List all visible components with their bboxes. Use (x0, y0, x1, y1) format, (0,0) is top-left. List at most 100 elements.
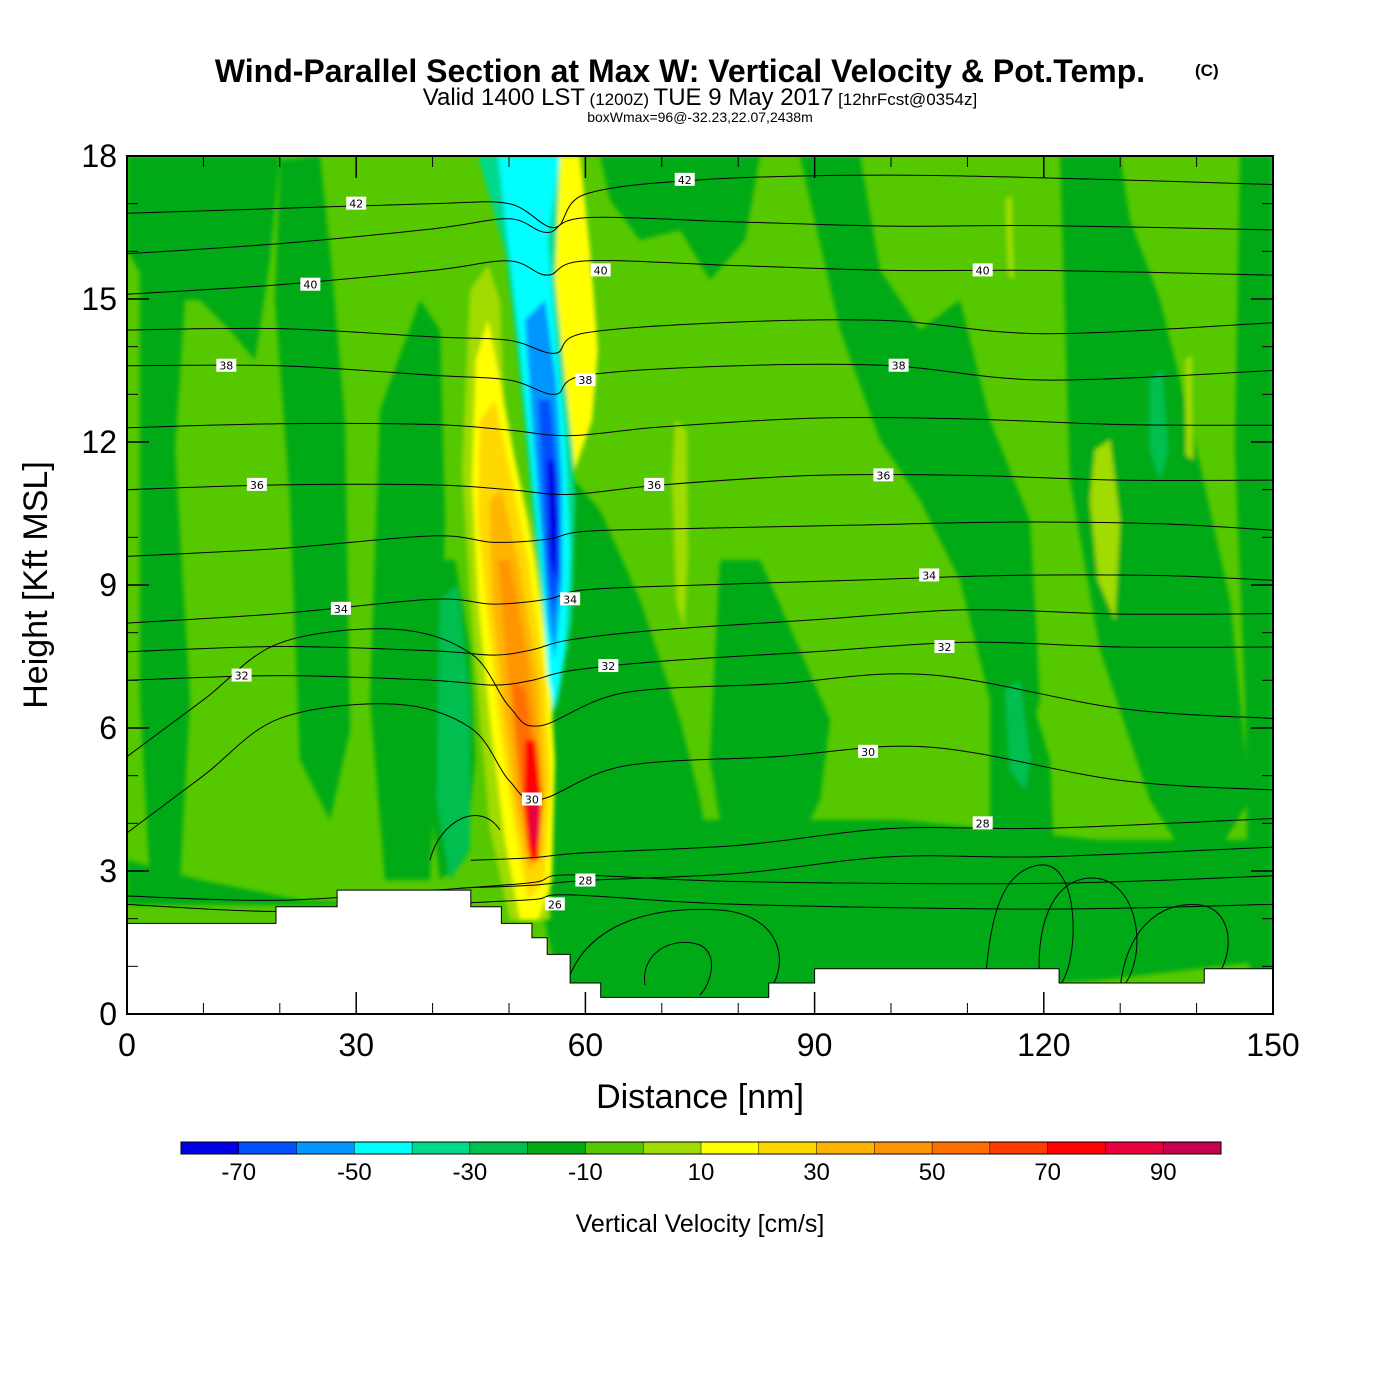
colorbar-swatch (932, 1142, 991, 1154)
field-region-left-col (140, 190, 190, 880)
contour-label-bg (972, 263, 993, 277)
colorbar-swatch (701, 1142, 760, 1154)
contour-label-text: 32 (235, 670, 249, 683)
colorbar-label: 90 (1150, 1159, 1177, 1186)
contour-label-text: 28 (976, 817, 990, 830)
colorbar-swatch (527, 1142, 586, 1154)
loop-contour-3 (429, 815, 501, 861)
contour-label-text: 32 (937, 641, 951, 654)
field-region-lowlevel (560, 820, 1273, 1000)
updraft-yellow (555, 156, 598, 470)
field-spot-lime4 (1185, 355, 1193, 460)
contour-label-34: 34 (919, 568, 940, 582)
downdraft-darkblue (547, 460, 558, 580)
plot-area: 42 42 40 40 40 38 38 38 36 36 36 34 34 34 32 32 32 30 30 28… (127, 156, 1273, 1014)
contour-label-28: 28 (972, 816, 993, 830)
colorbar-swatch (1047, 1142, 1106, 1154)
field-spot-green1 (437, 585, 470, 880)
field-streaks (127, 156, 1273, 1014)
contour-label-text: 34 (563, 593, 577, 606)
colorbar-swatch (296, 1142, 355, 1154)
chart-title: Wind-Parallel Section at Max W: Vertical… (215, 53, 1145, 89)
contour-label-bg (590, 263, 611, 277)
contour-label-bg (521, 792, 542, 806)
y-tick-label: 15 (81, 281, 117, 317)
contour-label-42: 42 (346, 196, 367, 211)
theta-contour-minor (127, 628, 1273, 758)
field-spot-lime3 (1005, 195, 1014, 280)
field-spot-lime1 (672, 420, 688, 630)
contour-label-36: 36 (873, 468, 894, 482)
colorbar-label: -30 (453, 1159, 488, 1186)
contour-label-text: 40 (303, 279, 317, 292)
contour-label-bg (972, 816, 993, 830)
loop-contour-6 (1119, 903, 1229, 991)
colorbar-swatch (181, 1142, 240, 1154)
contour-label-text: 40 (976, 264, 990, 277)
colorbar-swatch (874, 1142, 933, 1154)
contour-label-38: 38 (575, 373, 596, 387)
valid-date: TUE 9 May 2017 (654, 84, 834, 111)
theta-contour-minor (127, 874, 1273, 901)
y-tick-label: 3 (99, 853, 117, 889)
contour-label-text: 34 (922, 569, 936, 582)
theta-contour-minor (127, 319, 1273, 354)
contour-label-38: 38 (216, 358, 237, 373)
colorbar-swatch (238, 1142, 298, 1154)
colorbar-label: 50 (919, 1159, 946, 1186)
contour-label-text: 30 (525, 794, 539, 807)
y-tick-label: 0 (99, 996, 117, 1032)
field-region-top-mid (600, 156, 760, 280)
contour-label-bg (644, 477, 665, 491)
contour-label-text: 36 (876, 469, 890, 482)
theta-contour-40 (127, 260, 1273, 295)
contour-label-text: 26 (548, 898, 562, 911)
colorbar-label: 70 (1034, 1159, 1061, 1186)
colorbar-label: -50 (337, 1159, 372, 1186)
contour-label-text: 36 (647, 479, 661, 492)
theta-contour-minor (470, 818, 1273, 861)
contour-label-bg (544, 897, 565, 911)
forecast-info: [12hrFcst@0354z] (838, 90, 977, 109)
contour-label-34: 34 (330, 601, 351, 616)
contour-label-bg (598, 659, 619, 673)
colorbar-label: -70 (221, 1159, 256, 1186)
contour-label-34: 34 (560, 592, 581, 606)
contour-label-32: 32 (231, 668, 252, 683)
theta-contour-minor (127, 609, 1273, 656)
x-tick-label: 150 (1246, 1027, 1299, 1063)
contour-label-38: 38 (888, 358, 909, 373)
contour-label-42: 42 (674, 172, 695, 187)
loop-contour-1 (564, 908, 780, 991)
contour-label-28: 28 (575, 873, 596, 888)
contour-label-40: 40 (972, 263, 993, 277)
valid-time: Valid 1400 LST (423, 84, 586, 111)
contour-label-bg (575, 373, 596, 387)
contour-label-40: 40 (590, 263, 611, 277)
contour-label-text: 42 (678, 174, 692, 187)
contour-label-36: 36 (246, 477, 267, 492)
loop-contour-2 (644, 941, 713, 996)
contour-label-bg (919, 568, 940, 582)
chart-subtitle: Valid 1400 LST (1200Z) TUE 9 May 2017 [1… (423, 84, 977, 111)
contour-labels: 42 42 40 40 40 38 38 38 36 36 36 34 34 34 32 32 32 30 30 28… (216, 172, 993, 911)
theta-contour-42 (127, 174, 1273, 229)
contour-label-bg (934, 639, 955, 653)
colorbar-swatch (816, 1142, 875, 1154)
contour-label-text: 36 (250, 479, 264, 492)
contour-label-bg (246, 477, 267, 491)
contour-label-bg (575, 873, 596, 887)
colorbar-swatch (1105, 1142, 1164, 1154)
contour-label-30: 30 (521, 792, 542, 807)
x-tick-label: 60 (568, 1027, 604, 1063)
y-tick-label: 6 (99, 710, 117, 746)
x-axis-label: Distance [nm] (596, 1078, 804, 1116)
contour-label-bg (873, 468, 894, 482)
theta-contour-30 (127, 703, 1273, 834)
y-axis-label: Height [Kft MSL] (17, 461, 55, 709)
contour-label-text: 38 (578, 374, 592, 387)
theta-contour-minor (127, 521, 1273, 557)
y-tick-label: 12 (81, 424, 117, 460)
contour-label-bg (300, 277, 321, 291)
